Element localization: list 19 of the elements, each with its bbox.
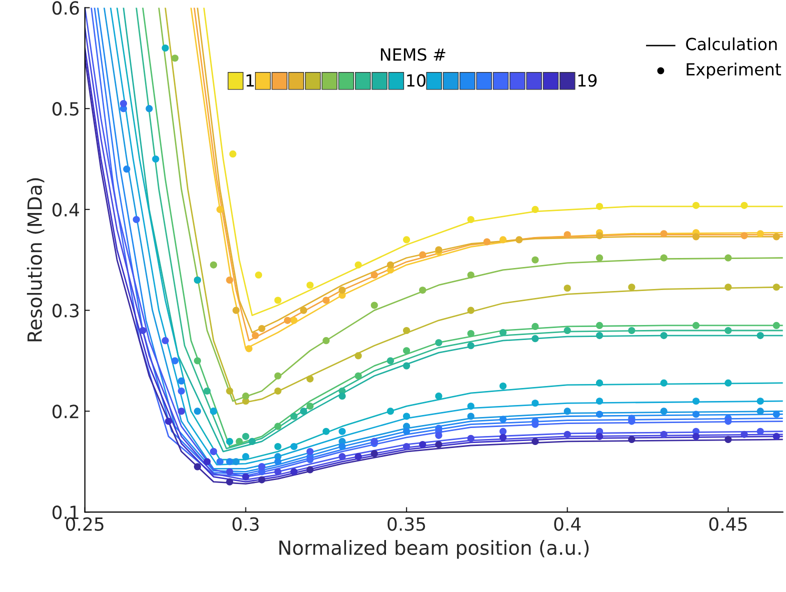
- x-tick-label: 0.45: [709, 517, 747, 531]
- y-axis-title: Resolution (MDa): [26, 178, 44, 342]
- y-tick-label: 0.6: [52, 1, 79, 15]
- y-tick-label: 0.5: [52, 102, 78, 116]
- x-tick-label: 0.3: [232, 517, 259, 531]
- legend-label: 1: [246, 74, 254, 87]
- legend-title: NEMS #: [380, 48, 446, 61]
- y-tick-label: 0.4: [52, 202, 80, 217]
- y-tick-label: 0.2: [52, 404, 78, 418]
- annotation: Experiment: [686, 62, 782, 79]
- legend-label: 19: [578, 74, 597, 87]
- x-tick-label: 0.25: [66, 517, 104, 531]
- y-tick-label: 0.3: [52, 304, 79, 318]
- x-axis-title: Normalized beam position (a.u.): [279, 540, 589, 559]
- y-tick-label: 0.1: [52, 506, 78, 520]
- x-tick-label: 0.4: [554, 517, 581, 531]
- x-tick-label: 0.35: [388, 517, 426, 531]
- annotation: Calculation: [686, 37, 777, 50]
- legend-label: 10: [407, 74, 426, 87]
